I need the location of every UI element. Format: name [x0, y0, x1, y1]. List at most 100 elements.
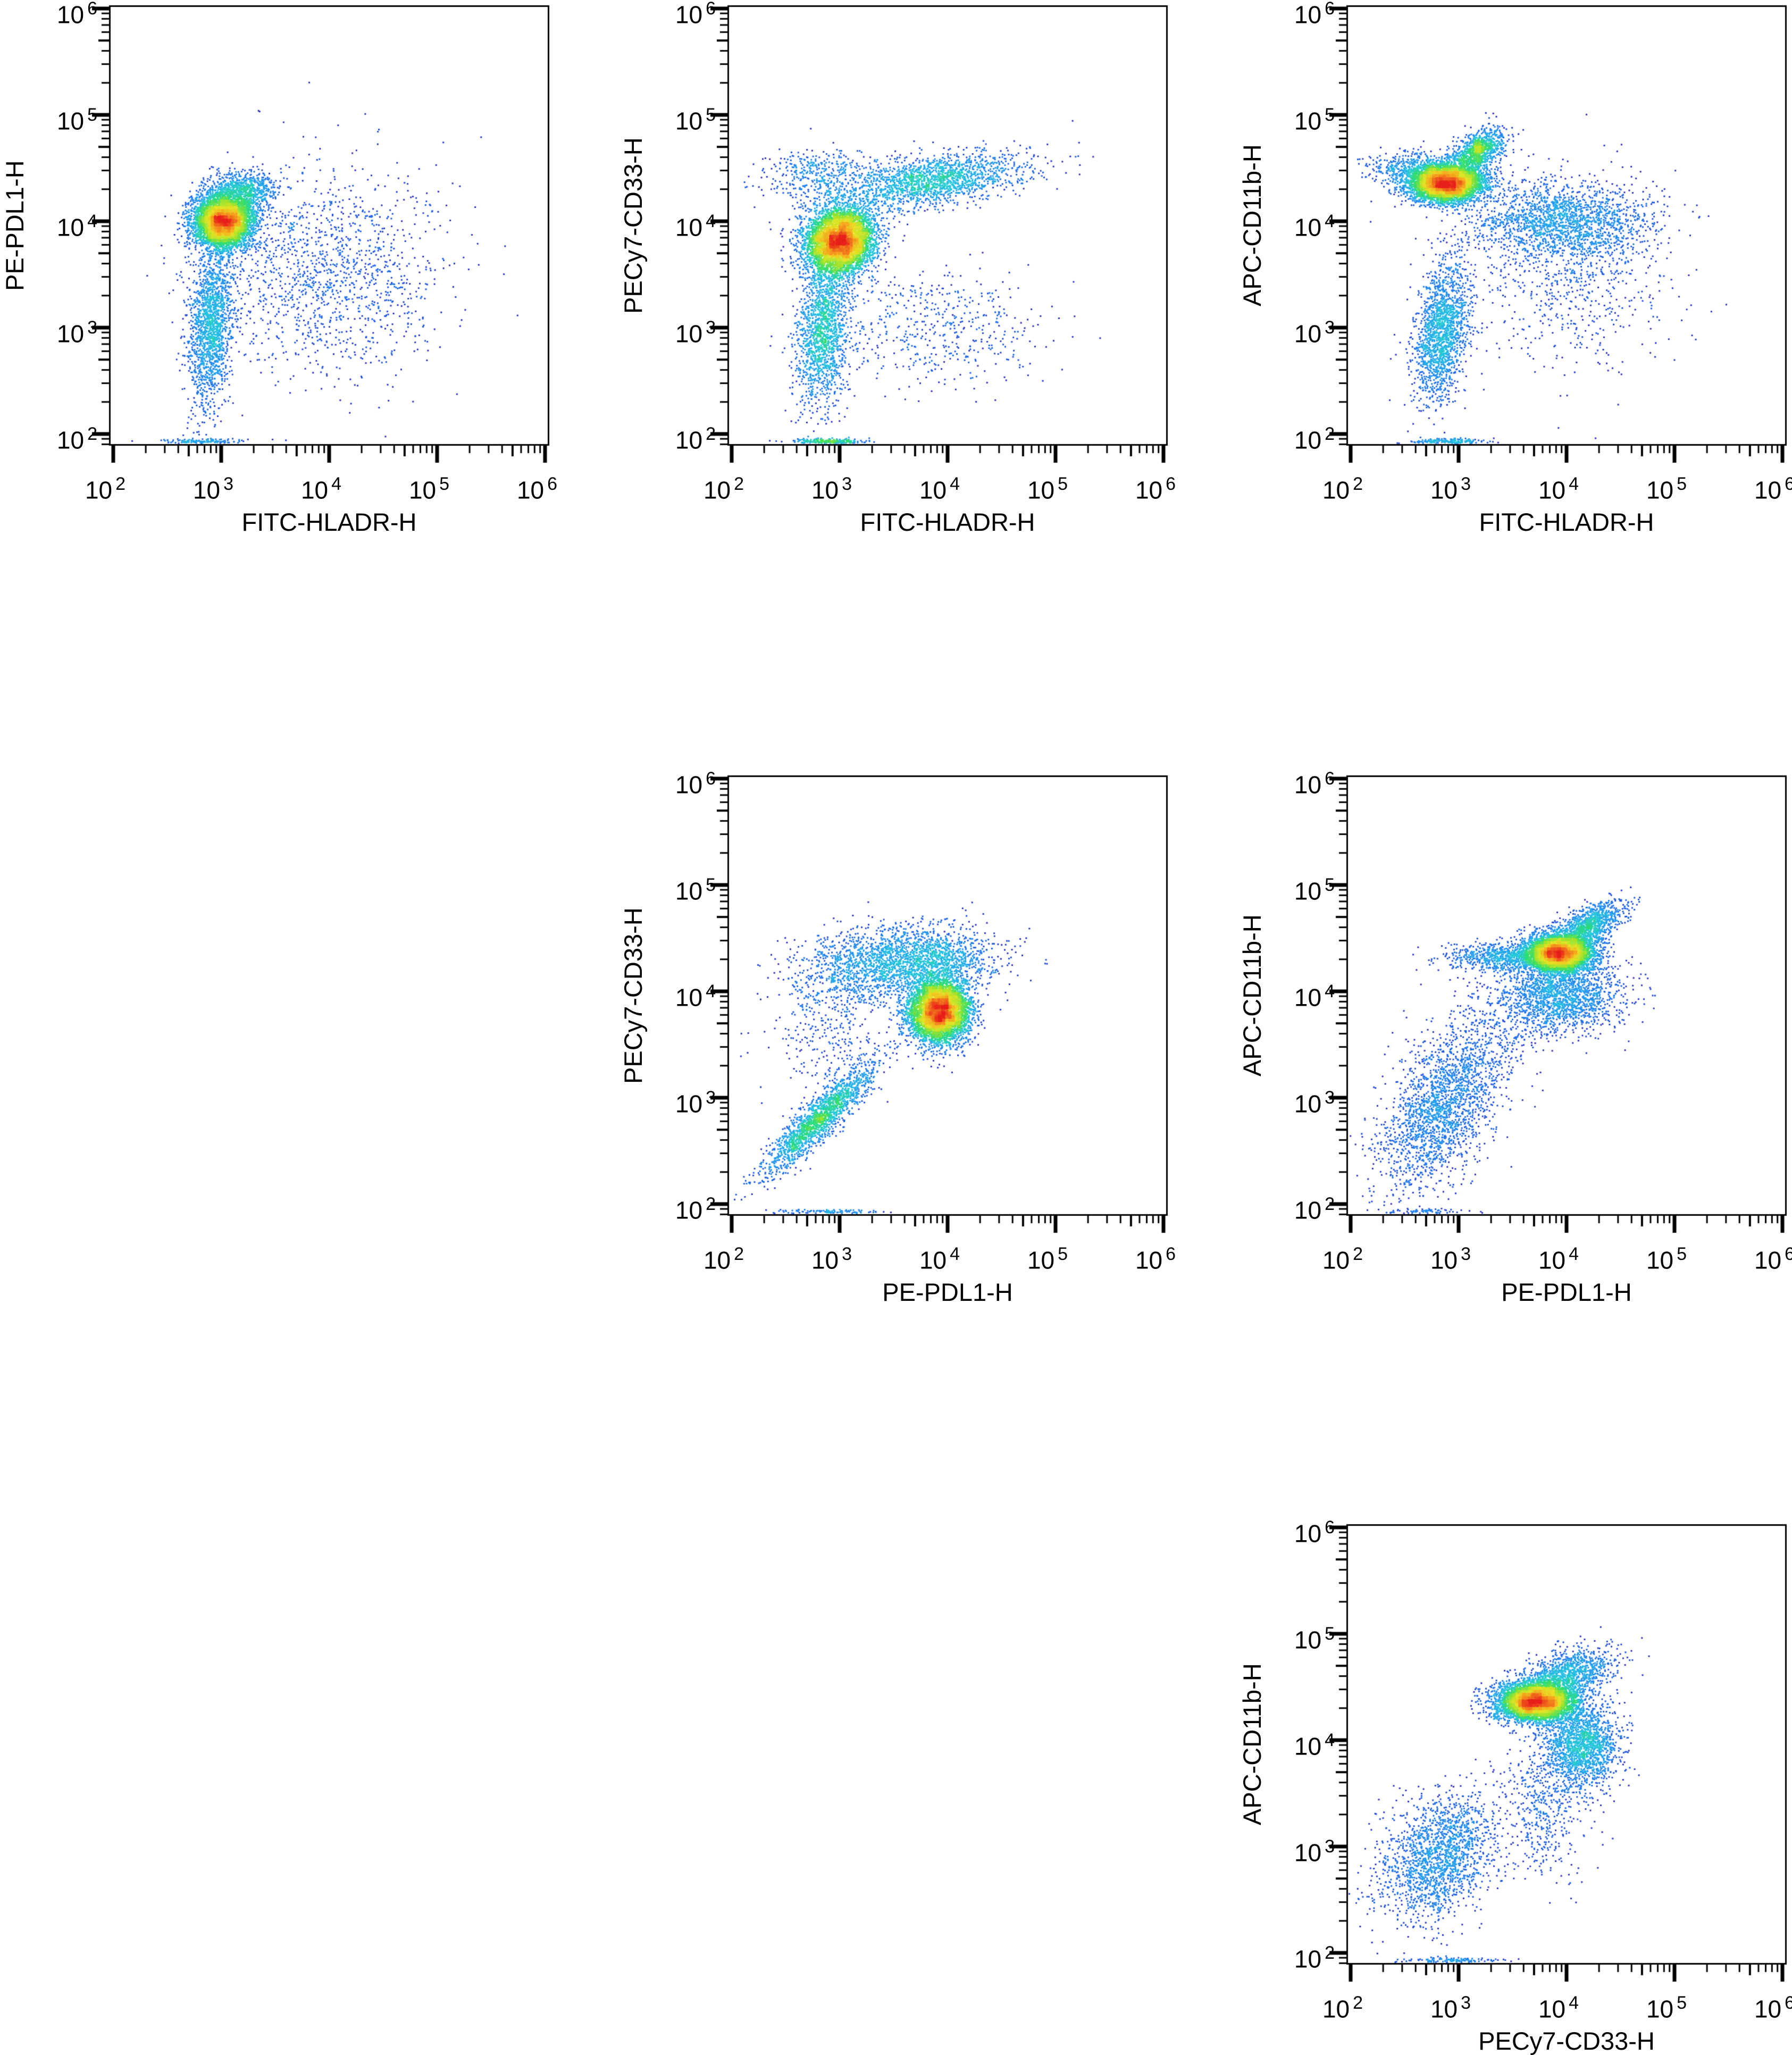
tick-base: 10 [675, 983, 703, 1012]
tick-base: 10 [1294, 426, 1322, 454]
tick-exponent: 3 [1325, 318, 1335, 338]
tick-exponent: 4 [1325, 211, 1335, 231]
tick-exponent: 4 [87, 211, 97, 231]
y-tick-label: 10 6 [636, 0, 716, 30]
y-tick-label: 10 4 [636, 205, 716, 243]
tick-exponent: 4 [1325, 1730, 1335, 1750]
x-tick-label: 10 6 [1748, 468, 1792, 506]
x-axis-title: FITC-HLADR-H [860, 508, 1035, 536]
tick-base: 10 [56, 213, 85, 241]
tick-exponent: 6 [547, 474, 558, 494]
y-tick-label: 10 5 [18, 99, 97, 137]
y-tick-label: 10 5 [1255, 1618, 1335, 1656]
tick-base: 10 [1538, 476, 1566, 504]
tick-exponent: 2 [734, 474, 744, 494]
x-tick-label: 10 2 [1316, 468, 1369, 506]
tick-base: 10 [675, 1090, 703, 1118]
y-tick-label: 10 6 [18, 0, 97, 30]
y-tick-label: 10 3 [1255, 1082, 1335, 1120]
y-tick-label: 10 5 [636, 869, 716, 907]
tick-base: 10 [675, 107, 703, 135]
tick-base: 10 [1135, 476, 1163, 504]
x-tick-label: 10 5 [1640, 1987, 1693, 2025]
tick-base: 10 [1538, 1246, 1566, 1274]
scatter-canvas [75, 0, 556, 486]
x-tick-label: 10 3 [1424, 1987, 1477, 2025]
tick-exponent: 4 [1569, 474, 1579, 494]
tick-exponent: 2 [115, 474, 126, 494]
scatter-canvas [1312, 769, 1792, 1256]
tick-exponent: 2 [87, 424, 97, 444]
tick-base: 10 [85, 476, 113, 504]
tick-exponent: 2 [1325, 424, 1335, 444]
y-tick-label: 10 4 [1255, 205, 1335, 243]
tick-exponent: 6 [1325, 768, 1335, 789]
tick-exponent: 6 [1166, 1244, 1176, 1264]
tick-exponent: 5 [1677, 474, 1687, 494]
tick-exponent: 6 [706, 0, 716, 19]
tick-exponent: 2 [1353, 1993, 1363, 2013]
x-tick-label: 10 6 [1129, 468, 1182, 506]
tick-exponent: 5 [1058, 474, 1068, 494]
scatter-canvas [693, 0, 1174, 486]
y-axis-title: APC-CD11b-H [1238, 144, 1266, 307]
tick-base: 10 [1430, 1995, 1458, 2023]
tick-exponent: 4 [706, 211, 716, 231]
y-axis-title: PECy7-CD33-H [619, 907, 647, 1084]
x-tick-label: 10 5 [1021, 468, 1074, 506]
tick-base: 10 [1294, 1519, 1322, 1548]
x-tick-label: 10 5 [1640, 1238, 1693, 1276]
tick-exponent: 6 [706, 768, 716, 789]
x-tick-label: 10 3 [1424, 468, 1477, 506]
tick-exponent: 3 [706, 318, 716, 338]
tick-exponent: 2 [1353, 474, 1363, 494]
tick-base: 10 [408, 476, 437, 504]
tick-base: 10 [1754, 1246, 1782, 1274]
tick-exponent: 5 [706, 105, 716, 125]
x-tick-label: 10 3 [1424, 1238, 1477, 1276]
tick-base: 10 [1294, 1945, 1322, 1973]
y-tick-label: 10 6 [1255, 0, 1335, 30]
y-tick-label: 10 6 [636, 763, 716, 800]
tick-exponent: 3 [842, 1244, 852, 1264]
x-axis-title: FITC-HLADR-H [1479, 508, 1654, 536]
x-tick-label: 10 6 [510, 468, 564, 506]
y-tick-label: 10 5 [1255, 869, 1335, 907]
tick-base: 10 [1135, 1246, 1163, 1274]
tick-exponent: 6 [1785, 474, 1792, 494]
tick-exponent: 6 [1785, 1993, 1792, 2013]
tick-exponent: 4 [950, 1244, 960, 1264]
x-tick-label: 10 5 [1021, 1238, 1074, 1276]
tick-exponent: 6 [1325, 1517, 1335, 1538]
tick-exponent: 6 [1325, 0, 1335, 19]
tick-exponent: 2 [1353, 1244, 1363, 1264]
tick-base: 10 [1294, 1626, 1322, 1654]
tick-exponent: 6 [87, 0, 97, 19]
tick-exponent: 4 [1569, 1993, 1579, 2013]
tick-exponent: 3 [1325, 1836, 1335, 1857]
y-tick-label: 10 3 [636, 1082, 716, 1120]
x-tick-label: 10 6 [1748, 1238, 1792, 1276]
tick-base: 10 [1430, 1246, 1458, 1274]
x-tick-label: 10 4 [913, 1238, 966, 1276]
y-axis-title: PECy7-CD33-H [619, 137, 647, 314]
tick-exponent: 5 [87, 105, 97, 125]
x-axis-title: PE-PDL1-H [882, 1278, 1013, 1306]
y-tick-label: 10 4 [1255, 975, 1335, 1013]
tick-base: 10 [1294, 983, 1322, 1012]
tick-exponent: 5 [1325, 1624, 1335, 1644]
tick-base: 10 [1294, 320, 1322, 348]
tick-base: 10 [1538, 1995, 1566, 2023]
plot-F: 10 2 10 2 10 3 10 3 10 4 10 4 10 5 10 5 10 6 10 6 PECy7-CD33… [1238, 1517, 1792, 2055]
x-tick-label: 10 3 [805, 1238, 858, 1276]
y-tick-label: 10 3 [1255, 1831, 1335, 1868]
x-tick-label: 10 2 [79, 468, 132, 506]
tick-exponent: 6 [1785, 1244, 1792, 1264]
x-tick-label: 10 2 [697, 468, 750, 506]
y-tick-label: 10 2 [18, 418, 97, 456]
y-axis-title: PE-PDL1-H [1, 160, 29, 291]
tick-base: 10 [703, 476, 731, 504]
tick-base: 10 [1294, 213, 1322, 241]
tick-base: 10 [811, 476, 839, 504]
